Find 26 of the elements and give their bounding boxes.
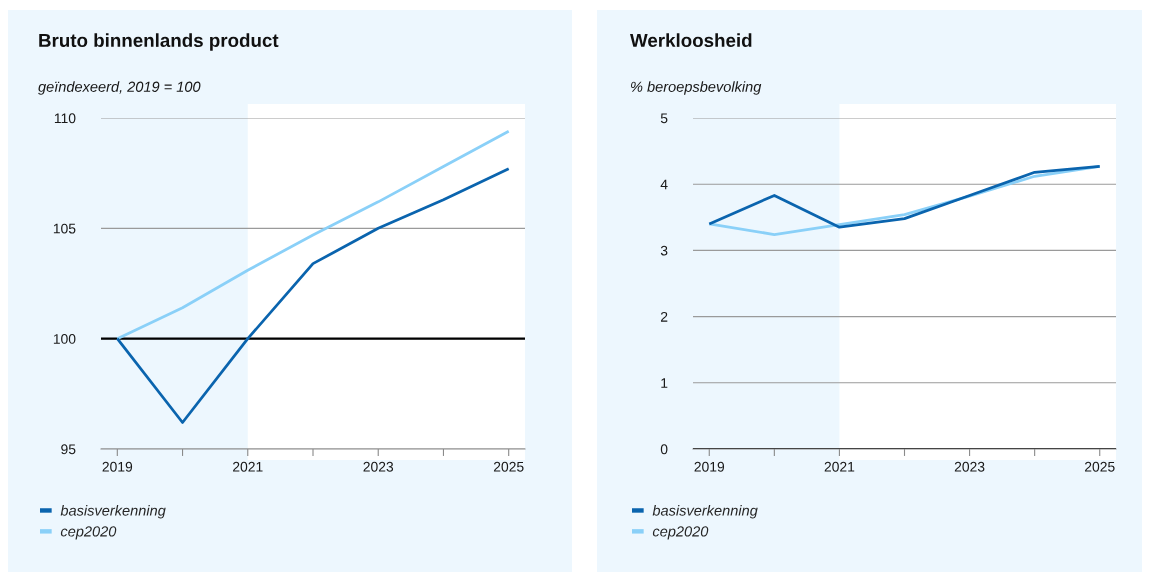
y-tick-label: 5 [660, 113, 668, 124]
y-tick-label: 105 [53, 223, 76, 234]
y-tick-label: 0 [660, 444, 668, 455]
x-tick-label: 2023 [363, 461, 394, 472]
x-tick-label: 2021 [824, 461, 855, 472]
legend-label: cep2020 [60, 526, 117, 540]
x-tick-label: 2025 [493, 461, 524, 472]
y-tick-label: 100 [53, 334, 76, 344]
x-tick-label: 2023 [954, 461, 985, 472]
y-tick-label: 3 [660, 245, 668, 256]
y-tick-label: 110 [54, 113, 76, 124]
y-tick-label: 1 [661, 378, 668, 388]
x-tick-label: 2019 [102, 461, 133, 472]
legend-label: cep2020 [652, 526, 709, 540]
x-tick-label: 2021 [233, 461, 263, 472]
y-axis-title: % beroepsbevolking [631, 81, 762, 95]
y-tick-label: 4 [660, 179, 668, 190]
legend-label: basisverkenning [652, 505, 758, 519]
legend-label: basisverkenning [60, 505, 166, 519]
y-tick-label: 2 [660, 311, 668, 322]
chart-title: Bruto binnenlands product [39, 33, 279, 51]
chart-title: Werkloosheid [630, 33, 752, 48]
x-tick-label: 2025 [1084, 461, 1115, 472]
y-axis-title: geïndexeerd, 2019 = 100 [38, 81, 201, 95]
x-tick-label: 2019 [694, 461, 725, 472]
y-tick-label: 95 [61, 444, 76, 455]
